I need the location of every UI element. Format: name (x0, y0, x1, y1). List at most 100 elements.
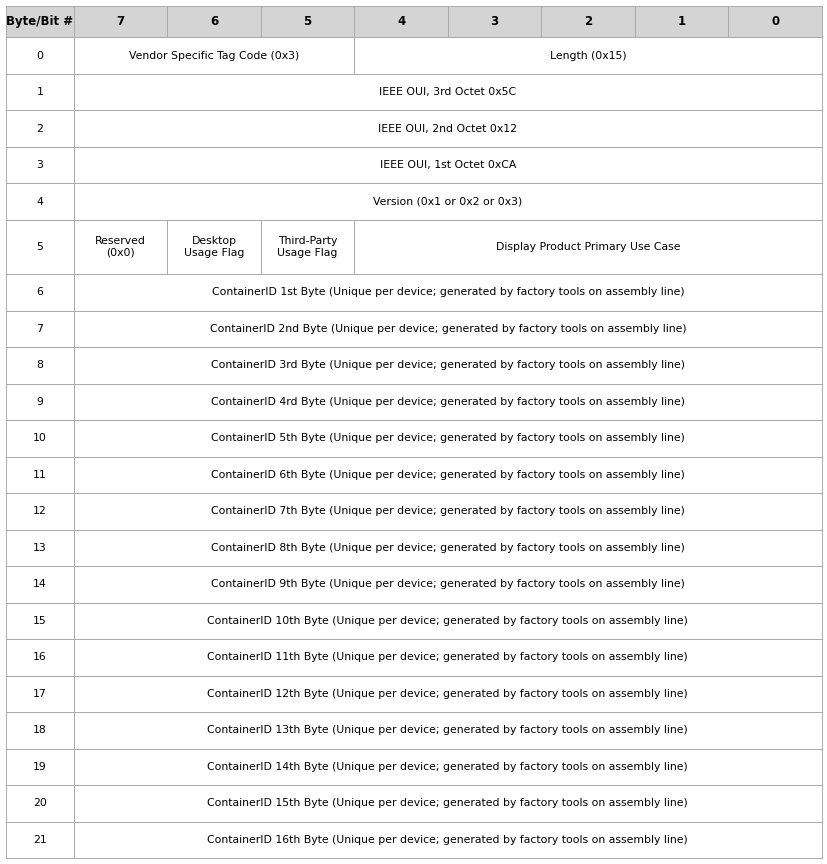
Text: Display Product Primary Use Case: Display Product Primary Use Case (495, 242, 680, 252)
Text: 0: 0 (36, 50, 43, 60)
Text: 5: 5 (36, 242, 43, 252)
Bar (728, 6, 821, 37)
Bar (6, 6, 74, 37)
Bar (74, 493, 821, 530)
Bar (74, 785, 821, 822)
Text: 16: 16 (33, 652, 46, 662)
Text: ContainerID 1st Byte (Unique per device; generated by factory tools on assembly : ContainerID 1st Byte (Unique per device;… (211, 287, 683, 297)
Text: 21: 21 (33, 835, 46, 845)
Bar (6, 493, 74, 530)
Text: ContainerID 4rd Byte (Unique per device; generated by factory tools on assembly : ContainerID 4rd Byte (Unique per device;… (211, 397, 684, 407)
Bar (6, 384, 74, 420)
Text: IEEE OUI, 1st Octet 0xCA: IEEE OUI, 1st Octet 0xCA (380, 160, 515, 170)
Bar (6, 147, 74, 183)
Text: ContainerID 15th Byte (Unique per device; generated by factory tools on assembly: ContainerID 15th Byte (Unique per device… (208, 798, 687, 808)
Text: 6: 6 (210, 16, 218, 29)
Text: 6: 6 (36, 287, 43, 297)
Text: ContainerID 5th Byte (Unique per device; generated by factory tools on assembly : ContainerID 5th Byte (Unique per device;… (211, 433, 684, 443)
Text: Reserved
(0x0): Reserved (0x0) (95, 236, 146, 257)
Bar (6, 111, 74, 147)
Text: 3: 3 (490, 16, 498, 29)
Bar (74, 748, 821, 785)
Bar (6, 748, 74, 785)
Text: 5: 5 (303, 16, 311, 29)
Bar (74, 639, 821, 676)
Bar (74, 602, 821, 639)
Text: 10: 10 (33, 433, 47, 443)
Text: 11: 11 (33, 470, 46, 480)
Text: 19: 19 (33, 762, 46, 772)
Text: 17: 17 (33, 689, 46, 699)
Bar (541, 6, 634, 37)
Bar (6, 566, 74, 602)
Text: Desktop
Usage Flag: Desktop Usage Flag (184, 236, 244, 257)
Bar (354, 6, 447, 37)
Text: ContainerID 2nd Byte (Unique per device; generated by factory tools on assembly : ContainerID 2nd Byte (Unique per device;… (209, 324, 686, 334)
Bar (74, 530, 821, 566)
Bar (6, 347, 74, 384)
Bar (74, 37, 354, 73)
Bar (447, 6, 541, 37)
Text: 3: 3 (36, 160, 43, 170)
Text: Version (0x1 or 0x2 or 0x3): Version (0x1 or 0x2 or 0x3) (373, 196, 522, 206)
Text: 2: 2 (36, 124, 43, 134)
Bar (6, 785, 74, 822)
Bar (6, 37, 74, 73)
Text: 8: 8 (36, 360, 43, 371)
Text: Byte/Bit #: Byte/Bit # (7, 16, 74, 29)
Text: 0: 0 (770, 16, 778, 29)
Text: 15: 15 (33, 616, 46, 626)
Bar (74, 712, 821, 748)
Text: IEEE OUI, 2nd Octet 0x12: IEEE OUI, 2nd Octet 0x12 (378, 124, 517, 134)
Bar (634, 6, 728, 37)
Text: IEEE OUI, 3rd Octet 0x5C: IEEE OUI, 3rd Octet 0x5C (379, 87, 516, 97)
Bar (354, 219, 821, 274)
Bar (354, 37, 821, 73)
Text: Third-Party
Usage Flag: Third-Party Usage Flag (277, 236, 337, 257)
Bar (6, 310, 74, 347)
Bar (74, 111, 821, 147)
Bar (74, 147, 821, 183)
Text: 20: 20 (33, 798, 47, 808)
Bar (6, 73, 74, 111)
Text: ContainerID 13th Byte (Unique per device; generated by factory tools on assembly: ContainerID 13th Byte (Unique per device… (208, 725, 687, 735)
Bar (261, 219, 354, 274)
Bar (74, 219, 167, 274)
Text: 1: 1 (36, 87, 43, 97)
Bar (74, 456, 821, 493)
Text: 4: 4 (396, 16, 404, 29)
Bar (74, 6, 167, 37)
Bar (74, 73, 821, 111)
Bar (6, 530, 74, 566)
Bar (6, 183, 74, 219)
Text: ContainerID 7th Byte (Unique per device; generated by factory tools on assembly : ContainerID 7th Byte (Unique per device;… (211, 506, 684, 517)
Bar (167, 219, 261, 274)
Text: ContainerID 14th Byte (Unique per device; generated by factory tools on assembly: ContainerID 14th Byte (Unique per device… (208, 762, 687, 772)
Text: 13: 13 (33, 543, 46, 553)
Text: ContainerID 3rd Byte (Unique per device; generated by factory tools on assembly : ContainerID 3rd Byte (Unique per device;… (211, 360, 684, 371)
Bar (6, 219, 74, 274)
Text: ContainerID 11th Byte (Unique per device; generated by factory tools on assembly: ContainerID 11th Byte (Unique per device… (208, 652, 687, 662)
Text: ContainerID 12th Byte (Unique per device; generated by factory tools on assembly: ContainerID 12th Byte (Unique per device… (208, 689, 687, 699)
Bar (74, 384, 821, 420)
Text: Vendor Specific Tag Code (0x3): Vendor Specific Tag Code (0x3) (129, 50, 299, 60)
Bar (6, 274, 74, 310)
Bar (167, 6, 261, 37)
Bar (74, 822, 821, 858)
Bar (6, 712, 74, 748)
Bar (74, 566, 821, 602)
Text: 7: 7 (36, 324, 43, 334)
Bar (6, 822, 74, 858)
Text: 1: 1 (676, 16, 685, 29)
Text: 18: 18 (33, 725, 46, 735)
Text: 4: 4 (36, 196, 43, 206)
Bar (261, 6, 354, 37)
Bar (74, 183, 821, 219)
Bar (6, 676, 74, 712)
Text: 2: 2 (583, 16, 591, 29)
Bar (74, 420, 821, 456)
Bar (6, 420, 74, 456)
Text: Length (0x15): Length (0x15) (549, 50, 626, 60)
Text: ContainerID 10th Byte (Unique per device; generated by factory tools on assembly: ContainerID 10th Byte (Unique per device… (208, 616, 687, 626)
Text: ContainerID 16th Byte (Unique per device; generated by factory tools on assembly: ContainerID 16th Byte (Unique per device… (208, 835, 687, 845)
